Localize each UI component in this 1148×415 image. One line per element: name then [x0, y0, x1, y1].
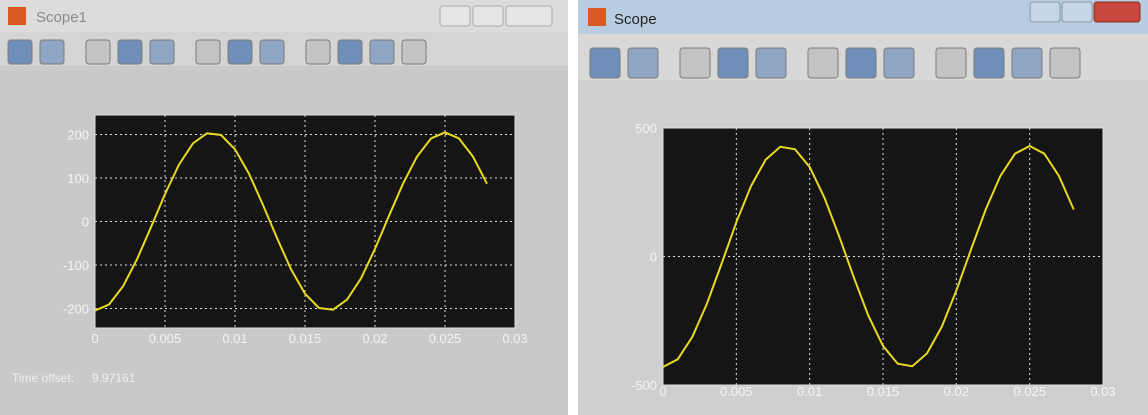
- toolbar-button[interactable]: [401, 39, 427, 65]
- toolbar-button[interactable]: [369, 39, 395, 65]
- toolbar-button[interactable]: [7, 39, 33, 65]
- window-title: Scope: [614, 11, 657, 28]
- toolbar-button[interactable]: [39, 39, 65, 65]
- toolbar-button[interactable]: [883, 47, 915, 79]
- toolbar-button[interactable]: [679, 47, 711, 79]
- minimize-button[interactable]: [439, 5, 471, 27]
- toolbar-button[interactable]: [227, 39, 253, 65]
- time-offset-label: Time offset:: [12, 371, 74, 385]
- toolbar-button[interactable]: [1011, 47, 1043, 79]
- y-tick-label: -200: [63, 301, 89, 316]
- x-tick-label: 0.005: [720, 384, 753, 399]
- signal-line: [662, 144, 1075, 368]
- toolbar-button[interactable]: [973, 47, 1005, 79]
- toolbar-button[interactable]: [259, 39, 285, 65]
- y-tick-label: -500: [631, 378, 657, 393]
- x-tick-label: 0.025: [1013, 384, 1046, 399]
- toolbar-button[interactable]: [807, 47, 839, 79]
- y-tick-label: -100: [63, 258, 89, 273]
- x-tick-label: 0.02: [362, 331, 387, 346]
- x-tick-label: 0.015: [867, 384, 900, 399]
- app-icon: [8, 7, 26, 25]
- app-icon: [588, 8, 606, 26]
- x-tick-label: 0.015: [289, 331, 322, 346]
- toolbar-button[interactable]: [589, 47, 621, 79]
- x-tick-label: 0.025: [429, 331, 462, 346]
- close-button[interactable]: [1093, 1, 1141, 23]
- y-tick-label: 0: [650, 250, 657, 265]
- toolbar-button[interactable]: [935, 47, 967, 79]
- maximize-button[interactable]: [472, 5, 504, 27]
- x-tick-label: 0.01: [222, 331, 247, 346]
- x-tick-label: 0.03: [1090, 384, 1115, 399]
- x-tick-label: 0.01: [797, 384, 822, 399]
- maximize-button[interactable]: [1061, 1, 1093, 23]
- x-tick-label: 0: [91, 331, 98, 346]
- y-tick-label: 500: [635, 121, 657, 136]
- toolbar-button[interactable]: [117, 39, 143, 65]
- toolbar-button[interactable]: [627, 47, 659, 79]
- y-tick-label: 200: [67, 128, 89, 143]
- close-button[interactable]: [505, 5, 553, 27]
- x-tick-label: 0.005: [149, 331, 182, 346]
- y-tick-label: 0: [82, 215, 89, 230]
- minimize-button[interactable]: [1029, 1, 1061, 23]
- toolbar-button[interactable]: [195, 39, 221, 65]
- x-tick-label: 0: [659, 384, 666, 399]
- toolbar-button[interactable]: [1049, 47, 1081, 79]
- toolbar-button[interactable]: [717, 47, 749, 79]
- x-tick-label: 0.03: [502, 331, 527, 346]
- signal-line: [94, 131, 488, 312]
- toolbar-button[interactable]: [149, 39, 175, 65]
- toolbar-button[interactable]: [755, 47, 787, 79]
- time-offset-value: 9.97161: [92, 371, 136, 385]
- window-title: Scope1: [36, 9, 87, 26]
- toolbar-button[interactable]: [845, 47, 877, 79]
- toolbar-button[interactable]: [85, 39, 111, 65]
- toolbar-button[interactable]: [305, 39, 331, 65]
- y-tick-label: 100: [67, 171, 89, 186]
- toolbar-button[interactable]: [337, 39, 363, 65]
- x-tick-label: 0.02: [944, 384, 969, 399]
